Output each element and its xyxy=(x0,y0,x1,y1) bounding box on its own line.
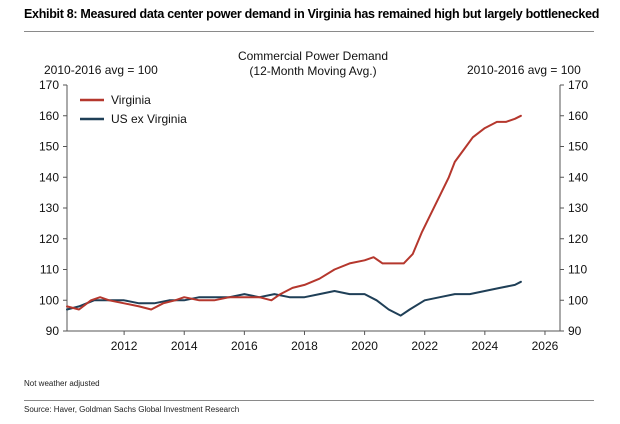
x-tick-label-2024: 2024 xyxy=(471,339,498,353)
y-tick-label-left-170: 170 xyxy=(39,78,59,92)
y-tick-label-right-90: 90 xyxy=(568,324,582,338)
y-tick-label-right-120: 120 xyxy=(568,232,588,246)
bottom-rule xyxy=(24,400,594,401)
y-tick-label-right-140: 140 xyxy=(568,170,588,184)
y-tick-label-right-160: 160 xyxy=(568,109,588,123)
series-line-virginia xyxy=(66,114,522,311)
exhibit-title: Exhibit 8: Measured data center power de… xyxy=(24,7,600,21)
y-tick-label-right-170: 170 xyxy=(568,78,588,92)
x-tick-label-2016: 2016 xyxy=(231,339,258,353)
top-rule xyxy=(24,31,594,32)
chart-title-line-2: (12-Month Moving Avg.) xyxy=(249,64,377,78)
y-tick-label-left-140: 140 xyxy=(39,170,59,184)
chart-title-line-1: Commercial Power Demand xyxy=(237,49,389,63)
chart-title: Commercial Power Demand (12-Month Moving … xyxy=(198,49,428,79)
y-tick-label-right-100: 100 xyxy=(568,293,588,307)
x-tick-label-2012: 2012 xyxy=(111,339,138,353)
left-axis-caption: 2010-2016 avg = 100 xyxy=(44,63,158,77)
chart-axes: 90 90 100 100 110 110 120 120 130 130 140 140 150 150… xyxy=(39,78,588,353)
chart-legend: Virginia US ex Virginia xyxy=(80,93,187,126)
x-tick-label-2020: 2020 xyxy=(351,339,378,353)
right-axis-caption: 2010-2016 avg = 100 xyxy=(467,63,581,77)
source-note: Source: Haver, Goldman Sachs Global Inve… xyxy=(24,405,240,414)
x-tick-label-2014: 2014 xyxy=(171,339,198,353)
y-tick-label-right-150: 150 xyxy=(568,140,588,154)
legend-label-virginia: Virginia xyxy=(111,93,151,107)
x-tick-label-2022: 2022 xyxy=(411,339,438,353)
y-tick-label-right-110: 110 xyxy=(568,263,587,277)
x-tick-label-2026: 2026 xyxy=(532,339,559,353)
y-tick-label-left-90: 90 xyxy=(46,324,60,338)
y-tick-label-left-130: 130 xyxy=(39,201,59,215)
chart-series xyxy=(66,114,522,317)
legend-label-us-ex-virginia: US ex Virginia xyxy=(111,112,187,126)
y-tick-label-left-120: 120 xyxy=(39,232,59,246)
x-tick-label-2018: 2018 xyxy=(291,339,318,353)
y-tick-label-left-100: 100 xyxy=(39,293,59,307)
y-tick-label-left-160: 160 xyxy=(39,109,59,123)
y-tick-label-left-110: 110 xyxy=(40,263,59,277)
y-tick-label-right-130: 130 xyxy=(568,201,588,215)
footnote: Not weather adjusted xyxy=(24,379,100,388)
y-tick-label-left-150: 150 xyxy=(39,140,59,154)
series-line-us-ex-virginia xyxy=(66,280,522,317)
